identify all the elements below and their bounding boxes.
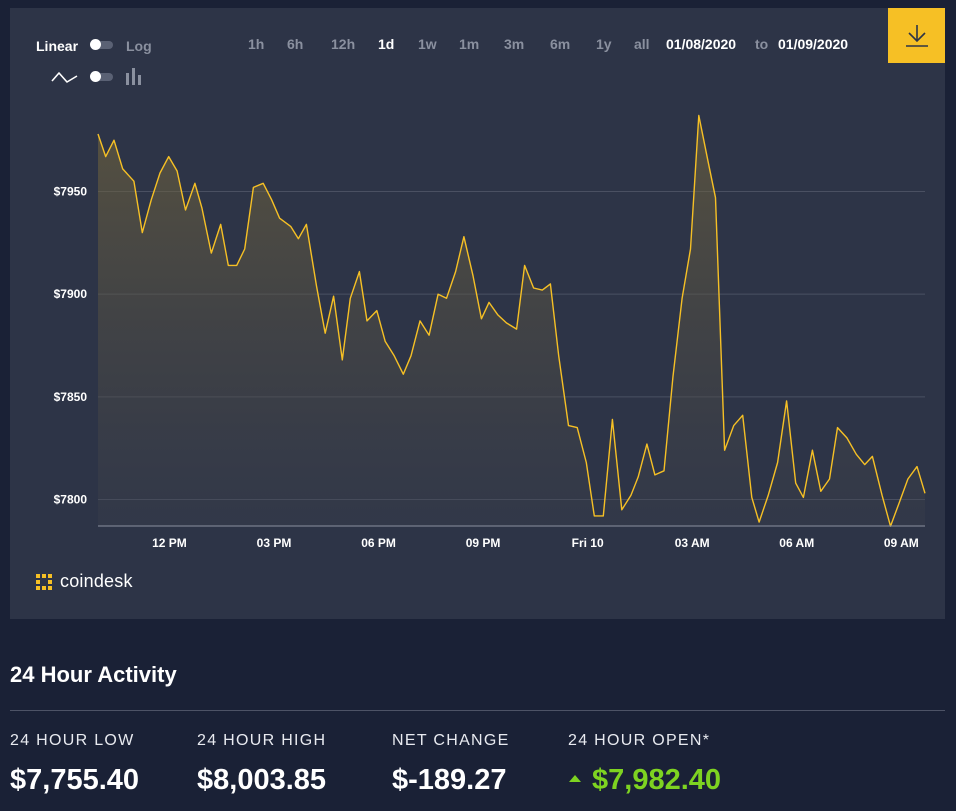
- range-button-1y[interactable]: 1y: [596, 36, 612, 52]
- y-tick-label: $7850: [54, 390, 88, 404]
- x-tick-label: 03 AM: [675, 536, 710, 550]
- date-from[interactable]: 01/08/2020: [666, 36, 737, 52]
- x-axis-labels: 12 PM 03 PM 06 PM 09 PM Fri 10 03 AM 06 AM 09 A…: [152, 536, 919, 550]
- activity-title: 24 Hour Activity: [10, 662, 177, 687]
- activity-divider: [10, 710, 945, 711]
- net-change-label: NET CHANGE: [392, 732, 510, 749]
- open-label: 24 HOUR OPEN*: [568, 732, 711, 749]
- y-tick-label: $7800: [54, 493, 88, 507]
- date-to-label: to: [755, 36, 769, 52]
- scale-toggle[interactable]: [90, 39, 113, 50]
- open-value: $7,982.40: [592, 764, 722, 796]
- range-button-1m[interactable]: 1m: [459, 36, 480, 52]
- price-line: [97, 114, 926, 527]
- x-tick-label: 06 PM: [361, 536, 396, 550]
- high-label: 24 HOUR HIGH: [197, 732, 327, 749]
- x-tick-label: 09 AM: [884, 536, 919, 550]
- scale-log-label[interactable]: Log: [126, 38, 152, 54]
- candlestick-chart-icon[interactable]: [125, 67, 143, 87]
- range-button-3m[interactable]: 3m: [504, 36, 525, 52]
- download-icon: [906, 25, 928, 47]
- up-arrow-icon: [569, 775, 581, 782]
- chart-type-toggle-knob: [90, 71, 101, 82]
- y-tick-label: $7900: [54, 287, 88, 301]
- download-button[interactable]: [888, 8, 945, 63]
- range-button-1w[interactable]: 1w: [418, 36, 437, 52]
- high-value: $8,003.85: [197, 764, 327, 796]
- x-tick-label: Fri 10: [572, 536, 604, 550]
- y-tick-label: $7950: [54, 185, 88, 199]
- range-button-12h[interactable]: 12h: [331, 36, 356, 52]
- range-button-1d[interactable]: 1d: [378, 36, 395, 52]
- x-tick-label: 03 PM: [257, 536, 292, 550]
- price-area: [98, 115, 925, 527]
- x-tick-label: 09 PM: [466, 536, 501, 550]
- date-to[interactable]: 01/09/2020: [778, 36, 849, 52]
- x-tick-label: 06 AM: [779, 536, 814, 550]
- line-chart-icon[interactable]: [51, 68, 79, 86]
- scale-toggle-knob: [90, 39, 101, 50]
- range-button-all[interactable]: all: [634, 36, 650, 52]
- scale-linear-label[interactable]: Linear: [36, 38, 79, 54]
- low-label: 24 HOUR LOW: [10, 732, 135, 749]
- low-value: $7,755.40: [10, 764, 140, 796]
- price-chart[interactable]: $7950 $7900 $7850 $7800 12 PM 03 PM 06 PM 09 P…: [10, 8, 945, 568]
- net-change-value: $-189.27: [392, 764, 507, 796]
- range-button-1h[interactable]: 1h: [248, 36, 265, 52]
- range-button-6h[interactable]: 6h: [287, 36, 304, 52]
- chart-card: Linear Log 1h 6h 12h 1d 1w 1m 3m 6m 1y a…: [10, 8, 945, 619]
- y-axis-labels: $7950 $7900 $7850 $7800: [54, 185, 88, 507]
- x-tick-label: 12 PM: [152, 536, 187, 550]
- range-button-6m[interactable]: 6m: [550, 36, 571, 52]
- coindesk-logo-text: coindesk: [60, 571, 133, 591]
- coindesk-logo-icon: [36, 574, 52, 590]
- chart-type-toggle[interactable]: [90, 71, 113, 82]
